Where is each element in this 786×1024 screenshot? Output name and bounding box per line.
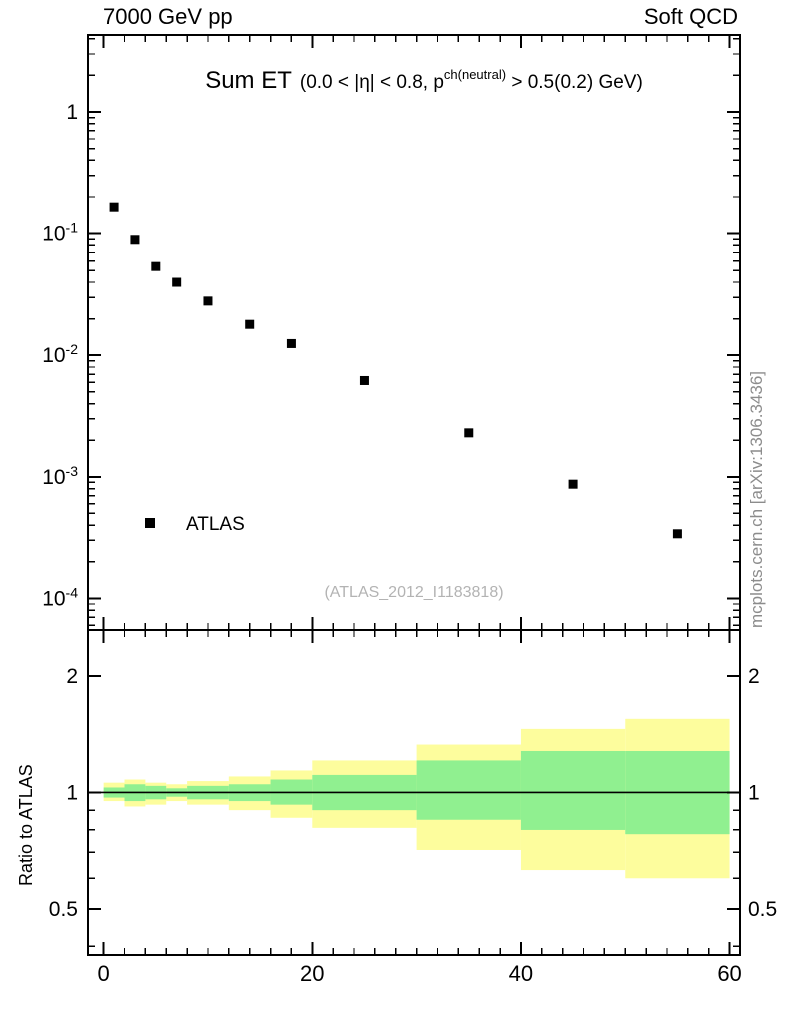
data-point	[109, 202, 119, 212]
ratio-tick-label-right: 2	[748, 665, 760, 688]
data-point	[464, 428, 474, 438]
analysis-reference: (ATLAS_2012_I1183818)	[324, 584, 503, 601]
y-axis-tick-label: 10-3	[42, 463, 78, 489]
ratio-tick-label-left: 0.5	[49, 898, 78, 921]
data-point	[568, 479, 578, 489]
y-axis-tick-label: 10-2	[42, 341, 78, 367]
data-point	[130, 235, 140, 245]
x-axis-tick-label: 40	[509, 961, 533, 986]
plot-title: Sum ET (0.0 < |η| < 0.8, pch(neutral) > 0…	[205, 67, 643, 94]
ratio-axis-title: Ratio to ATLAS	[16, 764, 36, 886]
data-point	[359, 375, 369, 385]
title-cuts-superscript: ch(neutral)	[444, 67, 506, 82]
x-axis-tick-label: 60	[717, 961, 741, 986]
y-axis-tick-label: 10-1	[42, 220, 78, 246]
ratio-tick-label-right: 1	[748, 781, 760, 804]
data-point	[172, 277, 182, 287]
y-axis-tick-label: 10-4	[42, 584, 78, 610]
data-points-layer	[109, 202, 682, 539]
data-point	[151, 261, 161, 271]
ratio-bands-layer	[103, 718, 730, 879]
axis-ticks-layer	[88, 35, 740, 955]
data-point	[672, 529, 682, 539]
axis-tick-labels-layer: 0 20 40 60 1 10-1 10-2 10-3 10-4 0.5 0.5 1 1 2 2	[42, 101, 777, 986]
title-cuts-post: > 0.5(0.2) GeV)	[506, 72, 643, 93]
uncertainty-band-inner	[520, 750, 626, 830]
x-axis-tick-label: 20	[300, 961, 324, 986]
header-beam-energy: 7000 GeV pp	[103, 4, 233, 29]
main-panel-frame	[87, 34, 741, 631]
ratio-tick-label-left: 1	[66, 781, 78, 804]
watermark-text: mcplots.cern.ch [arXiv:1306.3436]	[747, 371, 766, 628]
ratio-tick-label-left: 2	[66, 665, 78, 688]
y-axis-tick-label: 1	[66, 101, 78, 124]
x-axis-tick-label: 0	[98, 961, 110, 986]
header-process-group: Soft QCD	[644, 4, 738, 29]
data-point	[286, 338, 296, 348]
legend-label-atlas: ATLAS	[186, 514, 245, 535]
legend-marker-atlas	[145, 518, 155, 528]
ratio-tick-label-right: 0.5	[748, 898, 777, 921]
data-point	[245, 319, 255, 329]
uncertainty-band-inner	[416, 760, 521, 820]
data-point	[203, 296, 213, 306]
title-observable: Sum ET	[205, 67, 292, 94]
title-cuts-pre: (0.0 < |η| < 0.8, p	[300, 72, 444, 93]
